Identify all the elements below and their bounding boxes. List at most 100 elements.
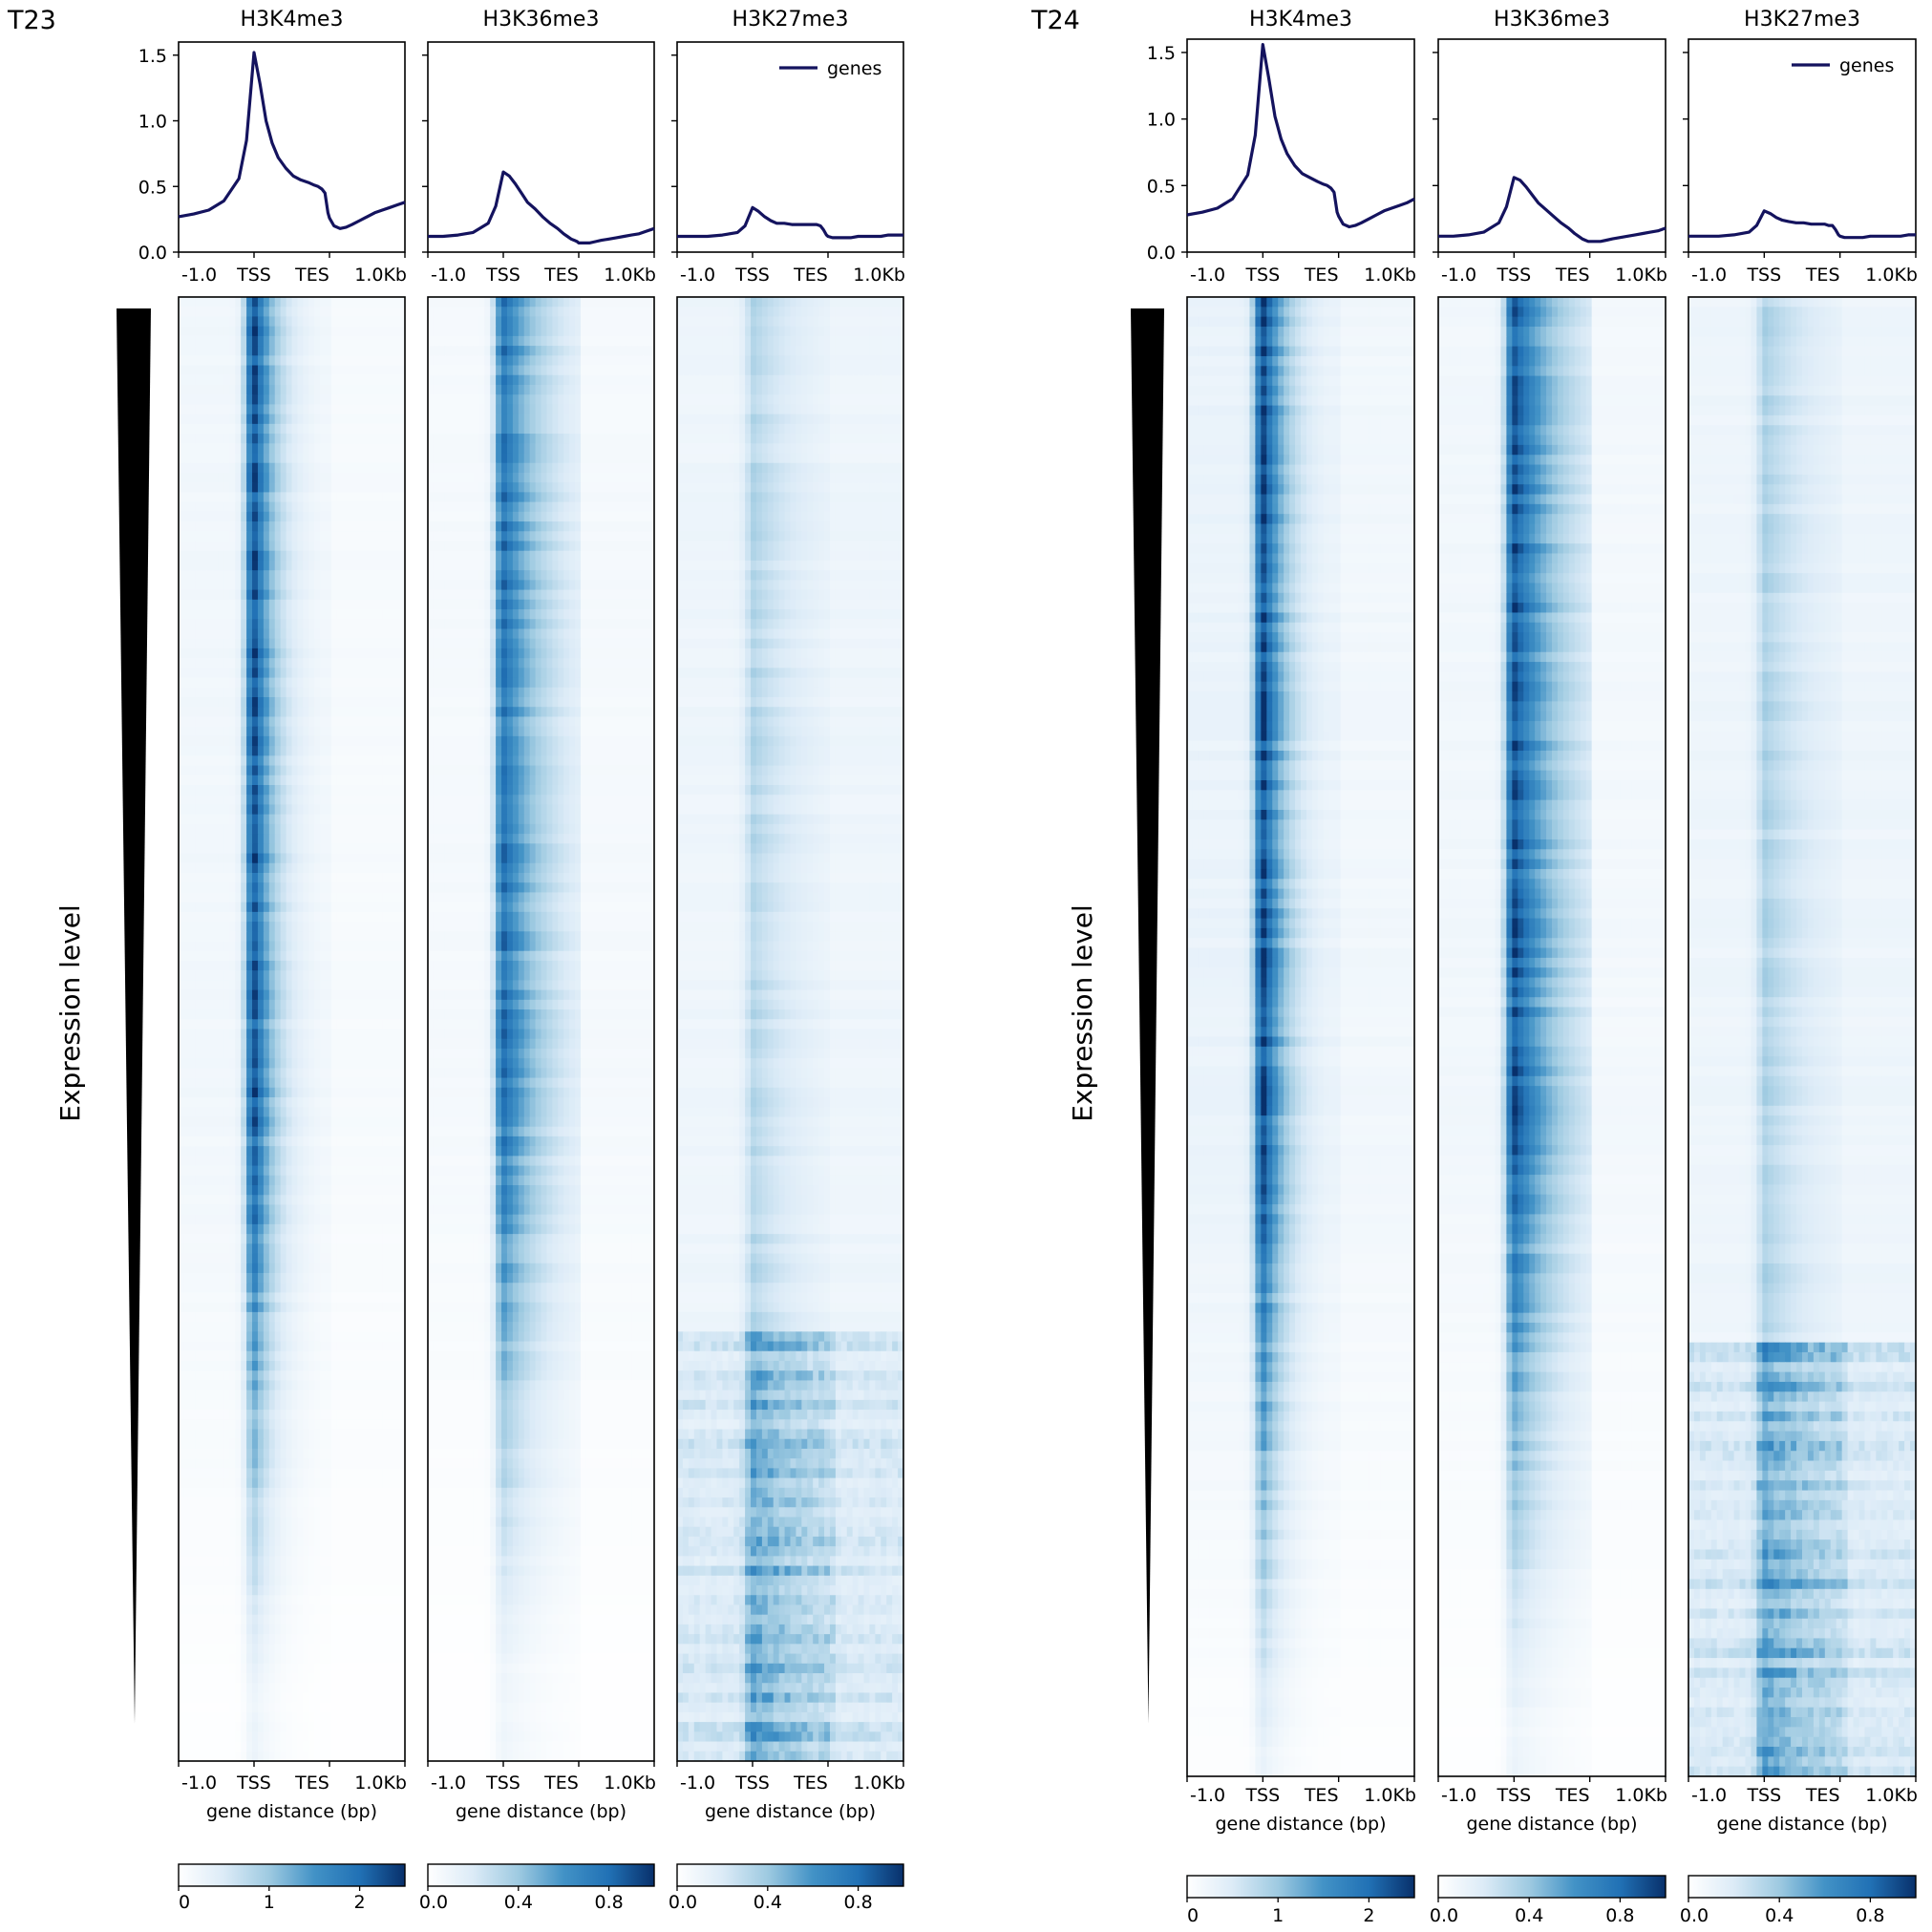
heat-cell	[365, 1390, 372, 1401]
heat-cell	[252, 1477, 259, 1489]
heat-cell	[218, 1448, 224, 1459]
heat-cell	[393, 882, 400, 894]
heat-cell	[297, 941, 304, 952]
heat-cell	[353, 980, 361, 991]
heat-cell	[303, 1038, 309, 1050]
heat-cell	[291, 374, 299, 386]
heat-cell	[303, 1322, 309, 1332]
heat-cell	[206, 902, 214, 913]
heat-cell	[330, 531, 338, 542]
heat-cell	[320, 1380, 327, 1391]
heat-cell	[314, 472, 321, 483]
heat-cell	[257, 335, 265, 347]
heat-cell	[274, 1458, 282, 1469]
heat-cell	[263, 1370, 270, 1382]
heat-cell	[183, 862, 191, 874]
heat-cell	[308, 638, 315, 649]
heat-cell	[241, 834, 247, 844]
heat-cell	[342, 609, 350, 620]
heat-cell	[308, 668, 315, 679]
heat-cell	[206, 1243, 214, 1255]
heat-cell	[382, 1331, 389, 1343]
heat-cell	[336, 1253, 344, 1264]
heat-cell	[201, 453, 208, 464]
heat-cell	[393, 1331, 400, 1343]
heat-cell	[274, 404, 282, 415]
heat-cell	[326, 1360, 332, 1371]
heat-cell	[326, 931, 332, 943]
heat-cell	[330, 1360, 338, 1371]
heat-cell	[218, 453, 224, 464]
heat-cell	[297, 1350, 304, 1362]
heat-cell	[212, 580, 220, 591]
heat-cell	[286, 1283, 293, 1294]
heat-cell	[371, 1029, 377, 1040]
heat-cell	[359, 1146, 367, 1157]
heat-cell	[183, 1468, 191, 1479]
heat-cell	[241, 922, 247, 932]
heat-cell	[179, 580, 185, 591]
heat-cell	[286, 1390, 293, 1401]
heat-cell	[314, 1175, 321, 1186]
heat-cell	[241, 1302, 247, 1313]
heat-cell	[274, 1497, 282, 1508]
heat-cell	[235, 1253, 242, 1264]
heat-cell	[308, 795, 315, 806]
heat-cell	[218, 462, 224, 474]
heat-cell	[303, 374, 309, 386]
heat-cell	[252, 1214, 259, 1225]
heat-cell	[229, 599, 236, 610]
heat-cell	[201, 1029, 208, 1040]
heat-cell	[263, 1477, 270, 1489]
heat-cell	[212, 1331, 220, 1343]
heat-cell	[308, 862, 315, 874]
heat-cell	[348, 1429, 355, 1440]
heat-cell	[359, 541, 367, 552]
heat-cell	[257, 1399, 265, 1411]
heat-cell	[229, 1507, 236, 1518]
heat-cell	[252, 472, 259, 483]
heat-cell	[241, 853, 247, 864]
heat-cell	[229, 453, 236, 464]
heat-cell	[179, 1068, 185, 1079]
heat-cell	[235, 1116, 242, 1128]
heat-cell	[382, 1243, 389, 1255]
heat-cell	[206, 1350, 214, 1362]
heat-cell	[376, 1223, 383, 1235]
heat-cell	[195, 785, 202, 796]
heat-cell	[359, 931, 367, 943]
heat-cell	[303, 1477, 309, 1489]
heat-cell	[235, 297, 242, 308]
heat-cell	[263, 1273, 270, 1284]
heat-cell	[359, 1243, 367, 1255]
heat-cell	[201, 394, 208, 406]
heat-cell	[235, 862, 242, 874]
heat-cell	[274, 1077, 282, 1089]
heat-cell	[359, 1223, 367, 1235]
heat-cell	[308, 1068, 315, 1079]
heat-cell	[382, 1048, 389, 1059]
heat-cell	[218, 482, 224, 493]
heat-cell	[241, 355, 247, 367]
heat-cell	[297, 1195, 304, 1206]
heat-cell	[371, 1058, 377, 1069]
heat-cell	[342, 1438, 350, 1450]
y-tick-label: 1.5	[138, 46, 167, 67]
heat-cell	[263, 335, 270, 347]
heat-cell	[326, 434, 332, 444]
heat-cell	[241, 862, 247, 874]
heat-cell	[235, 1410, 242, 1420]
heat-cell	[280, 1185, 287, 1196]
heat-cell	[330, 501, 338, 513]
heat-cell	[195, 1497, 202, 1508]
heat-cell	[263, 1223, 270, 1235]
heat-cell	[183, 1283, 191, 1294]
heat-cell	[189, 619, 197, 630]
heat-cell	[189, 1116, 197, 1128]
heat-cell	[314, 716, 321, 728]
heat-cell	[280, 414, 287, 425]
heat-cell	[286, 1273, 293, 1284]
heat-cell	[218, 931, 224, 943]
heat-cell	[280, 1048, 287, 1059]
heat-cell	[393, 1195, 400, 1206]
